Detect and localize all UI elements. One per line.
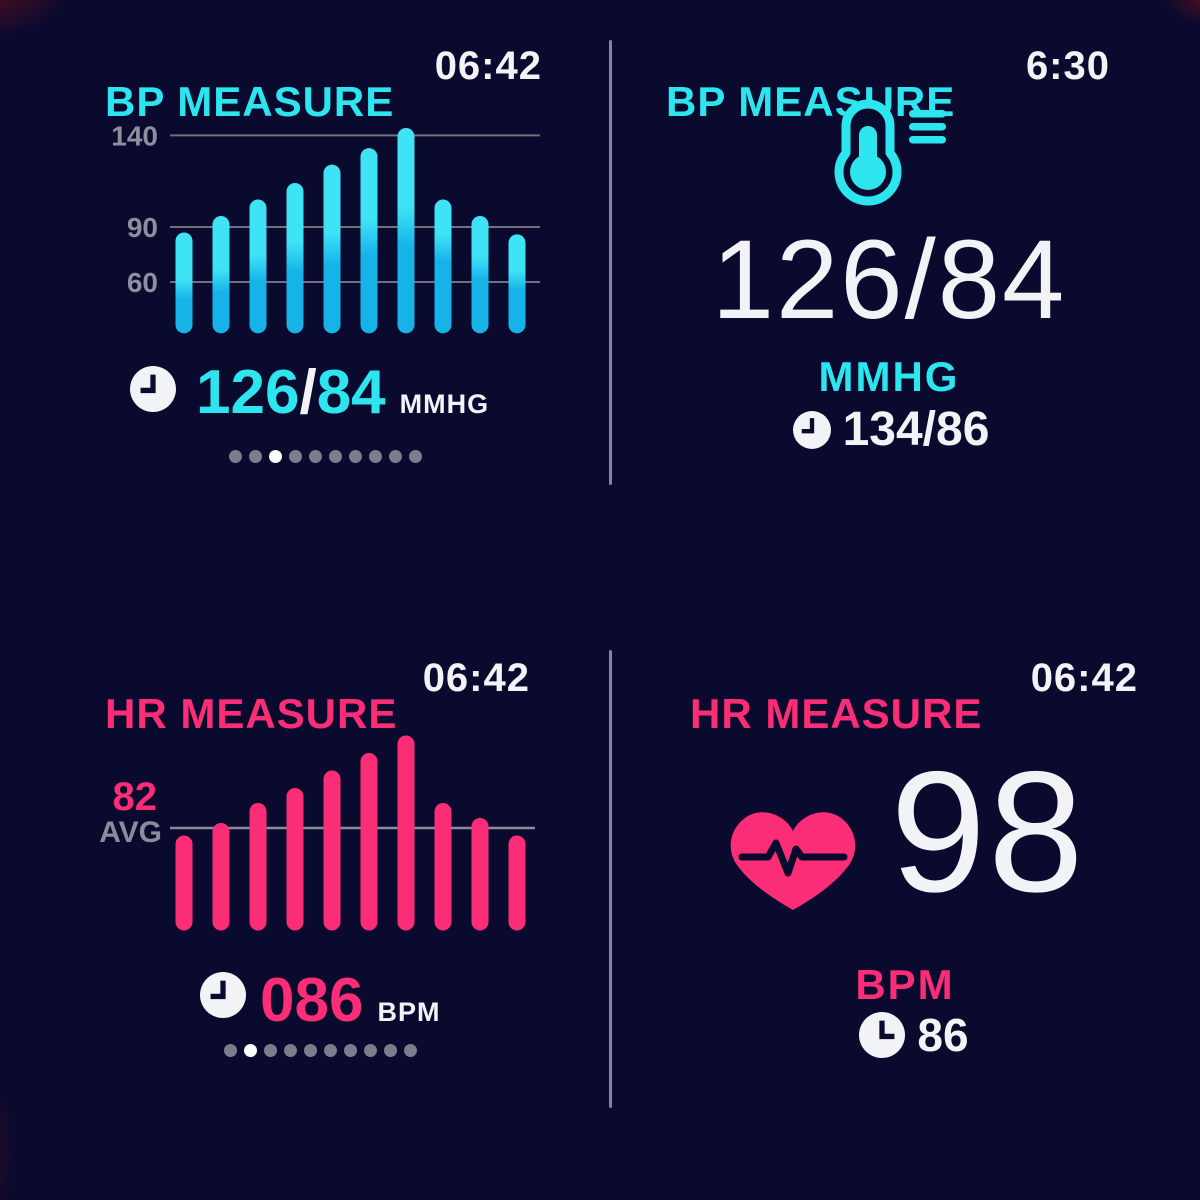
bp-bar	[471, 216, 489, 334]
y-tick-label: 140	[111, 120, 158, 151]
pagination-dot[interactable]	[404, 1044, 417, 1057]
hr-bar	[434, 803, 452, 931]
bp-unit-label: MMHG	[399, 389, 490, 419]
bp-current-panel[interactable]: BP MEASURE 6:30 126/84 MMHG 134/86	[610, 0, 1200, 560]
hr-unit-label: BPM	[377, 997, 441, 1027]
pagination-dot[interactable]	[264, 1044, 277, 1057]
avg-value-label: 82	[113, 775, 158, 819]
pagination-dot[interactable]	[369, 450, 382, 463]
pagination-dot[interactable]	[349, 450, 362, 463]
pagination-dot[interactable]	[389, 450, 402, 463]
hr-unit-label: BPM	[855, 961, 955, 1008]
hr-bar	[286, 788, 304, 931]
bp-bar	[508, 234, 526, 334]
panel-time: 06:42	[1030, 656, 1138, 700]
panel-title: BP MEASURE	[105, 77, 395, 125]
hr-value: 086	[260, 966, 364, 1035]
bp-current-value: 126/84	[711, 217, 1067, 342]
pagination-dot[interactable]	[344, 1044, 357, 1057]
panel-title: HR MEASURE	[105, 689, 398, 737]
pagination-dot[interactable]	[324, 1044, 337, 1057]
pagination-dot[interactable]	[309, 450, 322, 463]
thermometer-gauge-icon	[834, 99, 946, 206]
hr-current-value: 98	[890, 736, 1086, 928]
reading-separator: /	[299, 358, 317, 427]
heart-pulse-icon	[730, 812, 856, 910]
hr-bar	[397, 735, 415, 931]
bp-bar	[249, 199, 267, 334]
bp-bar	[175, 232, 193, 334]
panel-title: HR MEASURE	[690, 689, 983, 737]
pagination-dot[interactable]	[249, 450, 262, 463]
hr-bar	[323, 770, 341, 931]
hr-bar	[508, 835, 526, 931]
pagination-dot[interactable]	[284, 1044, 297, 1057]
pagination-dot[interactable]	[304, 1044, 317, 1057]
clock-icon	[200, 972, 246, 1018]
panel-time: 6:30	[1025, 44, 1110, 88]
pagination-dot[interactable]	[244, 1044, 257, 1057]
systolic-value: 126	[196, 358, 300, 427]
hr-bar	[360, 753, 378, 931]
previous-value: 134/86	[842, 403, 990, 456]
pagination-dot[interactable]	[229, 450, 242, 463]
bp-unit-label: MMHG	[818, 353, 960, 400]
bp-last-reading: 126/84 MMHG	[196, 362, 489, 424]
pagination-dots[interactable]	[229, 450, 422, 463]
hr-bar	[249, 803, 267, 931]
hr-last-reading: 086 BPM	[260, 970, 440, 1032]
hr-bar	[175, 835, 193, 931]
panel-title: BP MEASURE	[666, 77, 956, 125]
bp-bar	[360, 148, 378, 334]
avg-text-label: AVG	[99, 816, 162, 849]
bp-bar-chart: 140 90 60	[111, 120, 540, 334]
bp-previous-reading: 134/86	[596, 406, 1186, 454]
pagination-dot[interactable]	[384, 1044, 397, 1057]
hr-previous-reading: 86	[619, 1012, 1200, 1058]
bp-history-panel[interactable]: BP MEASURE 06:42 140 90 60 126/84 MMHG	[0, 0, 610, 560]
previous-value: 86	[917, 1009, 969, 1061]
panel-divider-top	[609, 40, 612, 485]
panel-time: 06:42	[422, 656, 530, 700]
clock-icon	[859, 1012, 906, 1058]
clock-icon	[792, 411, 831, 449]
pagination-dot[interactable]	[269, 450, 282, 463]
bp-bar	[397, 128, 415, 334]
diastolic-value: 84	[316, 358, 386, 427]
panel-time: 06:42	[434, 44, 542, 88]
bp-bar	[212, 216, 230, 334]
y-tick-label: 90	[127, 212, 158, 243]
pagination-dot[interactable]	[364, 1044, 377, 1057]
hr-current-panel[interactable]: HR MEASURE 06:42 98 BPM 86	[610, 620, 1200, 1200]
hr-history-panel[interactable]: HR MEASURE 06:42 82 AVG 086 BPM	[0, 620, 610, 1200]
bp-bar	[286, 183, 304, 334]
pagination-dot[interactable]	[289, 450, 302, 463]
pagination-dots[interactable]	[224, 1044, 417, 1057]
y-tick-label: 60	[127, 267, 158, 298]
bp-bar	[434, 199, 452, 334]
hr-bar	[212, 823, 230, 931]
bp-bar	[323, 164, 341, 334]
pagination-dot[interactable]	[409, 450, 422, 463]
clock-icon	[130, 366, 176, 412]
panel-divider-bottom	[609, 650, 612, 1108]
pagination-dot[interactable]	[329, 450, 342, 463]
pagination-dot[interactable]	[224, 1044, 237, 1057]
hr-bar	[471, 818, 489, 931]
